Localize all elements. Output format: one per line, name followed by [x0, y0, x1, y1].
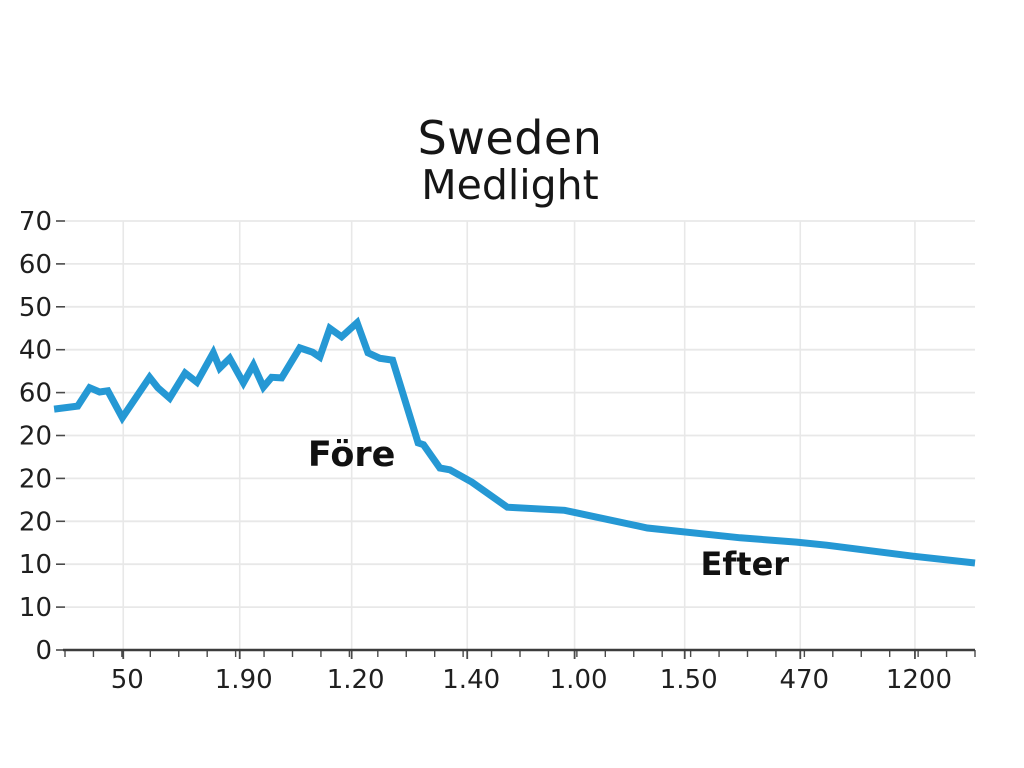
chart-title: Sweden: [417, 111, 603, 165]
y-tick-label: 10: [19, 593, 52, 623]
y-tick-label: 40: [19, 336, 52, 366]
chart-subtitle: Medlight: [421, 160, 599, 209]
title-block: Sweden Medlight: [0, 111, 1020, 209]
y-tick-label: 20: [19, 422, 52, 452]
x-tick-label: 1.20: [327, 665, 385, 695]
x-tick-label: 1.40: [442, 665, 500, 695]
data-line-series: [53, 316, 976, 567]
annotation-efter: Efter: [700, 545, 790, 584]
x-tick-label: 470: [779, 665, 829, 695]
x-tick-label: 1.90: [215, 665, 273, 695]
x-tick-label: 50: [111, 665, 144, 695]
y-tick-label: 0: [35, 636, 52, 666]
x-tick-label: 1.50: [660, 665, 718, 695]
x-tick-label: 1200: [886, 665, 952, 695]
y-tick-label: 20: [19, 464, 52, 494]
y-tick-label: 60: [19, 379, 52, 409]
y-tick-label: 60: [19, 250, 52, 280]
y-tick-label: 20: [19, 507, 52, 537]
x-tick-label: 1.00: [550, 665, 608, 695]
y-tick-label: 50: [19, 293, 52, 323]
annotation-fore: Före: [307, 435, 396, 476]
y-tick-label: 10: [19, 550, 52, 580]
y-tick-label: 70: [19, 207, 52, 237]
